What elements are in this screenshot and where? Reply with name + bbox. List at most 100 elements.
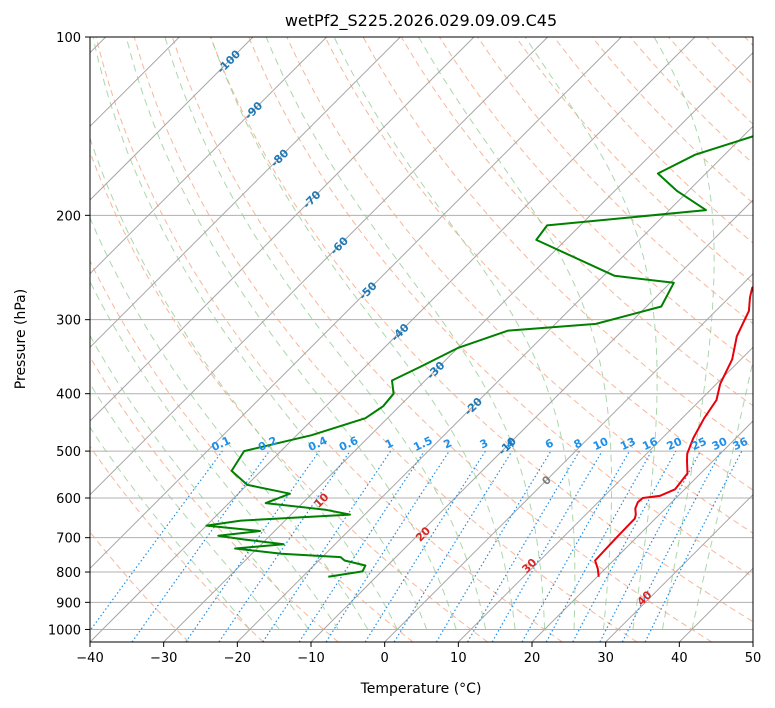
mixing-ratio-label: 10: [591, 435, 611, 453]
dry-adiabat: [706, 37, 753, 86]
moist-adiabat: [418, 37, 613, 630]
moist-adiabat: [90, 334, 310, 630]
mixing-ratio-label: 13: [618, 435, 637, 453]
y-tick-label: 400: [56, 388, 81, 403]
y-tick-label: 500: [56, 445, 81, 460]
theta-label: 10: [312, 490, 332, 510]
moist-adiabat: [265, 37, 546, 630]
y-axis: 100 200 300 400 500 600 700 800 900 1000: [48, 31, 90, 638]
y-tick-label: 1000: [48, 623, 81, 638]
mixing-ratio-lines: [90, 450, 743, 642]
grid-lines: [90, 37, 753, 630]
isotherm-line: [384, 272, 753, 642]
mixing-ratio-line: [218, 450, 351, 642]
mixing-ratio-line: [572, 450, 677, 642]
moist-adiabat: [125, 37, 457, 630]
x-axis: −40 −30 −20 −10 0 10 20 30 40 50: [76, 642, 761, 666]
dry-adiabat: [90, 356, 339, 642]
x-tick-label: 30: [597, 651, 614, 666]
moist-adiabat: [653, 37, 715, 630]
dry-adiabat: [133, 37, 638, 642]
moist-adiabat: [90, 216, 369, 630]
dry-adiabat: [553, 37, 753, 244]
mixing-ratio-label: 2: [442, 436, 454, 451]
x-tick-label: −20: [224, 651, 251, 666]
isotherm-line: [90, 37, 254, 201]
moist-adiabat: [90, 382, 280, 630]
chart-title: wetPf2_S225.2026.029.09.09.C45: [285, 11, 557, 31]
moist-adiabat: [210, 37, 516, 630]
dewpoint-profile: [205, 135, 753, 578]
mixing-ratio-line: [644, 450, 743, 642]
mixing-ratio-line: [325, 450, 450, 642]
mixing-ratio-line: [185, 450, 320, 642]
mixing-ratio-line: [262, 450, 392, 642]
x-tick-label: −40: [76, 651, 103, 666]
moist-adiabat: [90, 426, 251, 630]
mixing-ratio-label: 36: [731, 435, 751, 453]
mixing-ratio-line: [393, 450, 513, 642]
isotherm-line: [90, 37, 401, 349]
y-tick-label: 200: [56, 209, 81, 224]
isotherm-line: [90, 37, 549, 496]
isotherm-label: -100: [215, 47, 244, 76]
mixing-ratio-line: [466, 450, 580, 642]
mixing-ratio-line: [90, 450, 223, 632]
x-tick-label: 20: [524, 651, 541, 666]
dry-adiabat: [95, 37, 563, 642]
mixing-ratio-label: 6: [543, 436, 556, 451]
x-tick-label: −10: [297, 651, 324, 666]
dry-adiabat: [477, 37, 753, 325]
theta-label: 20: [413, 524, 433, 544]
moist-adiabats: [90, 37, 753, 630]
mixing-ratio-label: 3: [478, 436, 490, 451]
moist-adiabat: [524, 37, 658, 630]
isotherm-line: [457, 346, 753, 642]
y-tick-label: 900: [56, 596, 81, 611]
isotherm-line: [236, 125, 753, 642]
isotherm-line: [310, 199, 753, 642]
theta-label: 40: [635, 588, 655, 608]
dry-adiabat: [90, 259, 414, 642]
mixing-ratio-line: [364, 450, 486, 642]
x-axis-label: Temperature (°C): [360, 681, 482, 697]
dry-adiabat: [591, 37, 753, 204]
y-tick-label: 100: [56, 31, 81, 46]
plot-frame: [89, 36, 754, 643]
y-tick-label: 700: [56, 532, 81, 547]
moist-adiabat: [164, 37, 487, 630]
mixing-ratio-line: [521, 450, 631, 642]
isotherm-line: [531, 420, 753, 642]
isotherm-line: [90, 37, 696, 642]
dry-adiabat: [324, 37, 753, 491]
x-tick-label: 0: [381, 651, 389, 666]
x-tick-label: 40: [671, 651, 688, 666]
profile-series: [205, 135, 753, 578]
isotherm-line: [678, 567, 753, 642]
y-tick-label: 600: [56, 492, 81, 507]
line-labels: 0.1 0.2 0.4 0.6 1 1.5 2 3 4 6 8 10 13 16 20 25 30 36-100-…: [209, 47, 750, 608]
dry-adiabat: [744, 37, 753, 47]
mixing-ratio-line: [599, 450, 702, 642]
dry-adiabats: [90, 37, 753, 642]
isotherm-line: [90, 37, 328, 275]
mixing-ratio-line: [545, 450, 653, 642]
dry-adiabat: [515, 37, 753, 284]
dry-adiabat: [90, 445, 264, 642]
mixing-ratio-line: [298, 450, 425, 642]
mixing-ratio-label: 20: [665, 435, 685, 453]
mixing-ratio-line: [131, 450, 270, 642]
moist-adiabat: [333, 37, 576, 630]
isotherm-line: [90, 37, 622, 570]
moist-adiabat: [90, 280, 339, 630]
x-tick-label: 50: [745, 651, 762, 666]
dry-adiabat: [286, 37, 753, 534]
mixing-ratio-label: 16: [640, 435, 660, 453]
moist-adiabat: [691, 358, 753, 630]
y-tick-label: 300: [56, 314, 81, 329]
skewed-isotherms: [90, 37, 753, 642]
dry-adiabat: [210, 37, 753, 623]
dry-adiabat: [90, 150, 488, 642]
x-tick-label: −30: [150, 651, 177, 666]
